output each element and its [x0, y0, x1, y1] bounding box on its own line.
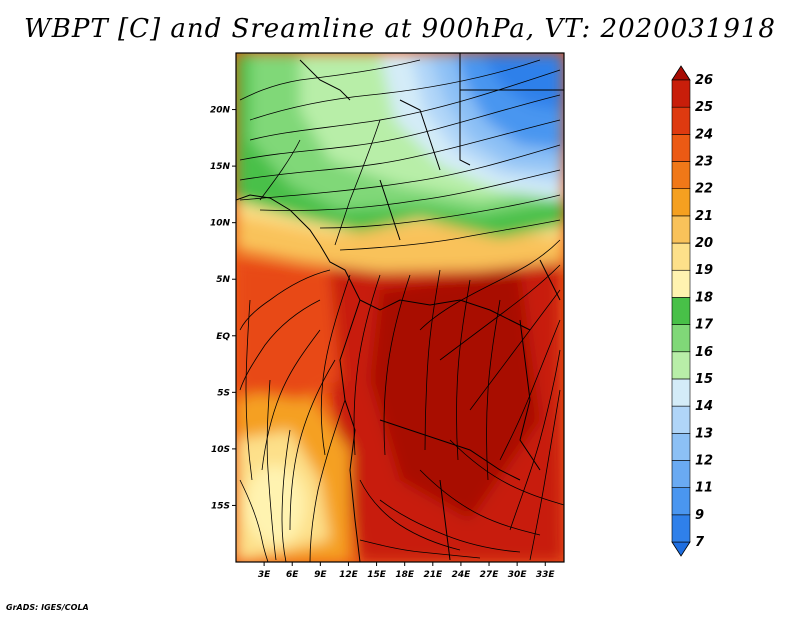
colorbar-label: 16 [695, 345, 713, 360]
colorbar-segment [671, 487, 691, 516]
colorbar-segment [671, 188, 691, 217]
colorbar-label: 9 [695, 508, 704, 523]
lat-tick-label: 5S [217, 388, 230, 398]
colorbar-label: 17 [695, 318, 714, 333]
colorbar-label: 25 [695, 100, 713, 115]
colorbar-segment [671, 351, 691, 380]
colorbar-label: 24 [695, 127, 713, 142]
lat-tick-label: 5N [216, 275, 230, 285]
colorbar-segment [671, 79, 691, 108]
colorbar-label: 11 [695, 481, 713, 496]
colorbar-segment [671, 161, 691, 190]
colorbar-label: 21 [695, 209, 713, 224]
colorbar-segment [671, 514, 691, 543]
lon-tick-label: 12E [339, 570, 359, 580]
lon-tick-label: 21E [423, 570, 443, 580]
map-frame [235, 52, 565, 563]
colorbar-top-arrow [671, 65, 691, 81]
colorbar-label: 14 [695, 399, 713, 414]
country-borders [236, 53, 564, 562]
colorbar-label: 13 [695, 426, 713, 441]
lat-tick-label: 10S [211, 445, 230, 455]
lon-tick-label: 6E [286, 570, 299, 580]
lon-tick-label: 33E [536, 570, 556, 580]
colorbar-label: 20 [695, 236, 713, 251]
colorbar-segment [671, 432, 691, 461]
colorbar-segment [671, 297, 691, 325]
lon-tick-label: 15E [367, 570, 387, 580]
colorbar: 7 9 11 12 13 14 15 16 17 18 19 20 21 22 23 24 25 26 [671, 65, 714, 557]
longitude-axis: 3E 6E 9E 12E 15E 18E 21E 24E 27E 30E 33E [258, 562, 556, 580]
lon-tick-label: 24E [452, 570, 472, 580]
lon-tick-label: 9E [314, 570, 327, 580]
lon-tick-label: 18E [395, 570, 415, 580]
lon-tick-label: 3E [258, 570, 271, 580]
colorbar-segment [671, 134, 691, 162]
colorbar-label: 19 [695, 263, 713, 278]
colorbar-segment [671, 378, 691, 407]
colorbar-segment [671, 324, 691, 353]
colorbar-segment [671, 106, 691, 135]
map-title: WBPT [C] and Sreamline at 900hPa, VT: 20… [24, 14, 776, 44]
colorbar-label: 23 [695, 155, 713, 170]
lat-tick-label: 10N [210, 219, 231, 229]
colorbar-bottom-arrow [671, 541, 691, 557]
colorbar-label: 18 [695, 290, 713, 305]
grads-credit: GrADS: IGES/COLA [6, 603, 89, 612]
latitude-axis: 20N 15N 10N 5N EQ 5S 10S 15S [210, 106, 236, 511]
colorbar-label: 15 [695, 372, 713, 387]
colorbar-label: 22 [695, 182, 713, 197]
lat-tick-label: 15S [211, 501, 230, 511]
lat-tick-label: 15N [210, 162, 231, 172]
colorbar-segment [671, 242, 691, 271]
colorbar-label: 7 [695, 535, 705, 550]
colorbar-label: 26 [695, 73, 713, 88]
colorbar-segment [671, 269, 691, 298]
colorbar-segment [671, 460, 691, 488]
colorbar-segment [671, 405, 691, 434]
lat-tick-label: EQ [216, 332, 230, 342]
colorbar-label: 12 [695, 453, 713, 468]
colorbar-segment [671, 215, 691, 244]
streamlines [239, 59, 564, 562]
lon-tick-label: 27E [480, 570, 500, 580]
lat-tick-label: 20N [210, 106, 231, 116]
lon-tick-label: 30E [508, 570, 528, 580]
